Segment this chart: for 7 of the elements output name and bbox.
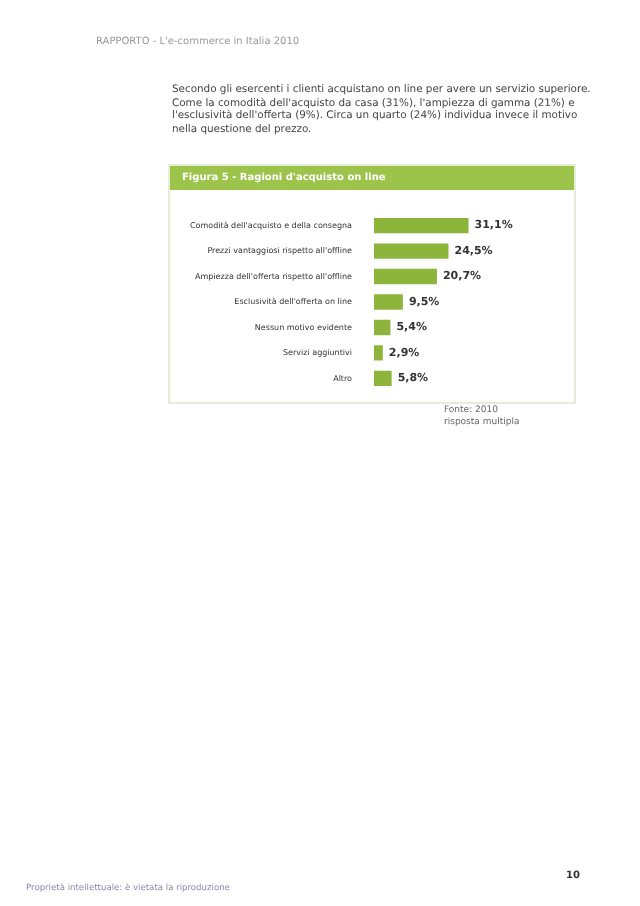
bar: [374, 268, 437, 285]
bar: [374, 319, 391, 336]
bar: [374, 243, 449, 259]
bar: [374, 370, 392, 387]
bar: [374, 217, 469, 234]
bar: [374, 345, 383, 361]
bar: [374, 294, 403, 310]
